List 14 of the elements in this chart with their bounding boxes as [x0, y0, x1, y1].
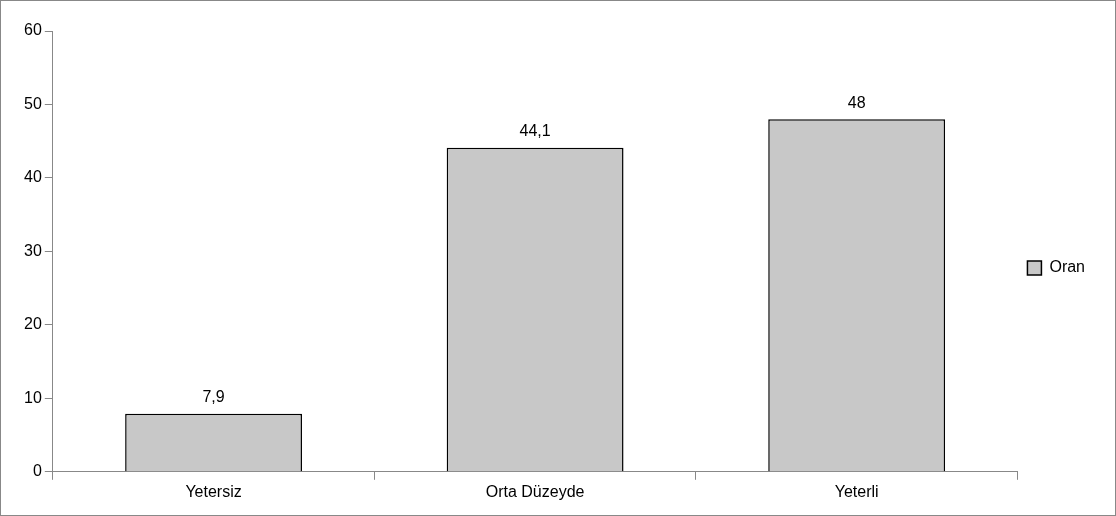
legend-label: Oran	[1049, 258, 1086, 276]
y-tick-label: 40	[24, 168, 42, 186]
y-tick-label: 60	[24, 21, 42, 39]
x-tick-label: Yetersiz	[185, 482, 242, 500]
data-label: 48	[847, 93, 866, 111]
y-tick-label: 20	[24, 315, 42, 333]
data-label: 44,1	[519, 122, 551, 140]
y-tick-label: 0	[32, 462, 42, 480]
y-tick-label: 50	[24, 94, 42, 112]
x-tick-label: Orta Düzeyde	[485, 482, 585, 500]
y-tick-label: 10	[24, 388, 42, 406]
data-label: 7,9	[202, 388, 225, 406]
y-tick-label: 30	[24, 241, 42, 259]
x-tick-label: Yeterli	[834, 482, 879, 500]
